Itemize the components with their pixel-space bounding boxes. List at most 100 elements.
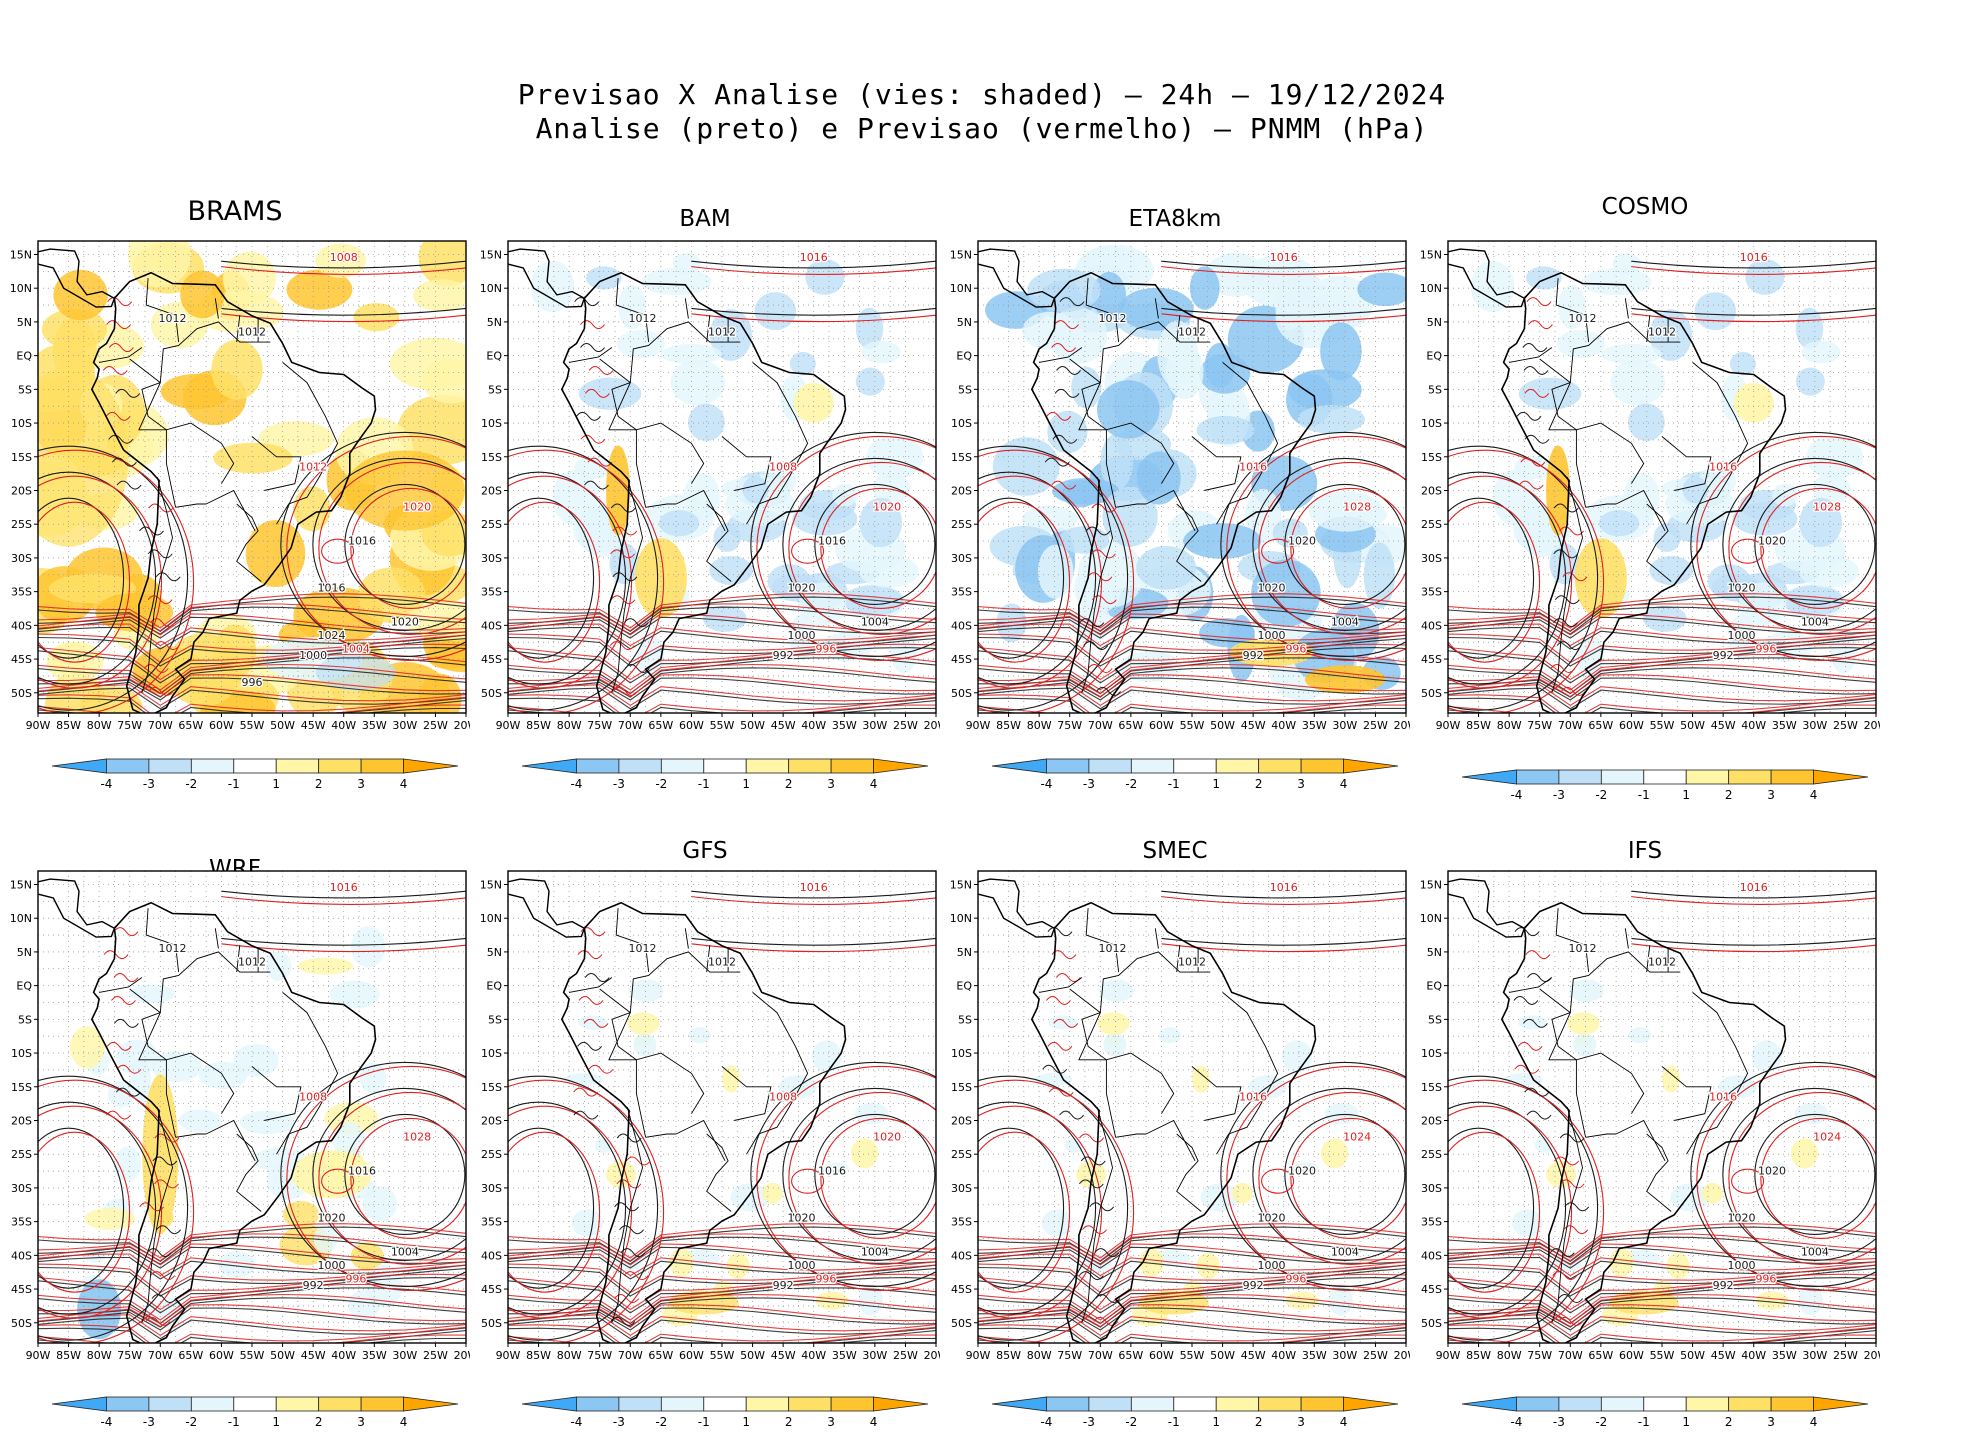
- analysis-isobar: [1284, 483, 1406, 605]
- bias-shading: [1021, 505, 1078, 533]
- lat-tick-label: EQ: [1426, 980, 1442, 993]
- colorbar-label: 4: [1810, 788, 1818, 802]
- andes-isobar: [1087, 572, 1113, 582]
- andes-isobar: [580, 343, 605, 353]
- lon-tick-label: 55W: [1180, 719, 1205, 732]
- lon-tick-label: 55W: [240, 1349, 265, 1362]
- colorbar-swatch: [1046, 758, 1090, 774]
- andes-isobar: [116, 1087, 141, 1097]
- lat-tick-label: 15N: [480, 248, 502, 261]
- lat-tick-label: 10N: [1420, 912, 1442, 925]
- bias-shading: [1099, 979, 1134, 1003]
- country-border: [1646, 1133, 1672, 1212]
- country-border: [1191, 1066, 1242, 1121]
- andes-isobar: [112, 457, 137, 467]
- forecast-isobar: [978, 1079, 1135, 1343]
- colorbar-label: -1: [1638, 788, 1650, 802]
- forecast-isobar: [978, 653, 1406, 691]
- lon-tick-label: 45W: [1241, 1349, 1266, 1362]
- andes-isobar: [113, 927, 139, 937]
- forecast-isobar: [978, 1263, 1406, 1294]
- colorbar-swatch: [830, 1396, 874, 1412]
- andes-isobar: [1085, 526, 1111, 536]
- analysis-isobar: [1690, 1061, 1876, 1287]
- country-border: [645, 1133, 677, 1138]
- andes-isobar: [610, 595, 636, 605]
- lon-tick-label: 75W: [587, 1349, 612, 1362]
- lon-tick-label: 65W: [1588, 719, 1613, 732]
- lat-tick-label: 5N: [17, 316, 32, 329]
- forecast-isobar: [1448, 1304, 1876, 1328]
- bias-shading: [859, 554, 919, 588]
- forecast-isobar: [978, 475, 1103, 689]
- analysis-isobar: [508, 1337, 936, 1343]
- lat-tick-label: 25S: [11, 1148, 32, 1161]
- andes-isobar: [1564, 1202, 1590, 1212]
- colorbar-label: 3: [1767, 1415, 1775, 1429]
- forecast-isobar: [1448, 653, 1876, 691]
- lat-tick-label: 20S: [1421, 484, 1442, 497]
- country-border: [746, 992, 809, 1155]
- colorbar-swatch: [1130, 758, 1175, 774]
- analysis-isobar: [978, 445, 1129, 711]
- lon-tick-label: 55W: [1650, 1349, 1675, 1362]
- analysis-isobar: [38, 707, 466, 713]
- andes-isobar: [610, 1316, 636, 1326]
- lat-tick-label: 45S: [1421, 653, 1442, 666]
- andes-isobar: [1516, 411, 1542, 421]
- coastline: [1030, 271, 1317, 713]
- forecast-isobar: [508, 653, 936, 691]
- lon-tick-label: 70W: [1088, 719, 1113, 732]
- lon-tick-label: 80W: [557, 719, 582, 732]
- lon-tick-label: 90W: [26, 1349, 51, 1362]
- colorbar-swatch: [1088, 758, 1132, 774]
- lat-tick-label: 15N: [480, 878, 502, 891]
- figure-title-line1: Previsao X Analise (vies: shaded) – 24h …: [517, 78, 1447, 111]
- analysis-isobar: [978, 1226, 1406, 1262]
- forecast-isobar: [1760, 487, 1876, 609]
- forecast-isobar: [38, 643, 466, 681]
- colorbar-label: -4: [100, 1415, 112, 1429]
- lat-tick-label: 15N: [10, 248, 32, 261]
- isobar-label: 1028: [1813, 501, 1841, 514]
- bias-shading: [1755, 1291, 1789, 1310]
- bias-shading: [687, 403, 725, 442]
- lat-tick-label: 10N: [10, 282, 32, 295]
- andes-isobar: [584, 480, 609, 490]
- lon-tick-label: 70W: [1558, 719, 1583, 732]
- colorbar-label: -3: [613, 777, 625, 791]
- forecast-isobar: [38, 694, 466, 713]
- forecast-isobar: [1448, 1283, 1876, 1321]
- lon-tick-label: 75W: [117, 719, 142, 732]
- forecast-isobar: [1448, 684, 1876, 706]
- andes-isobar: [1051, 480, 1077, 490]
- bias-shading: [586, 266, 622, 290]
- lat-tick-label: 10S: [481, 417, 502, 430]
- lat-tick-label: 10N: [950, 912, 972, 925]
- lon-tick-label: 40W: [1271, 1349, 1296, 1362]
- bias-shading: [397, 394, 466, 465]
- forecast-isobar: [820, 1117, 936, 1239]
- lon-tick-label: 30W: [392, 719, 417, 732]
- forecast-isobar: [350, 487, 466, 609]
- andes-isobar: [1523, 365, 1549, 375]
- lat-tick-label: EQ: [486, 350, 502, 363]
- analysis-isobar: [782, 1087, 936, 1261]
- andes-isobar: [1553, 618, 1578, 628]
- country-border: [1069, 988, 1117, 1138]
- isobar-label: 1020: [787, 582, 815, 595]
- isobar-label: 1012: [299, 460, 327, 473]
- forecast-isobar: [1448, 1079, 1605, 1343]
- bias-shading: [1798, 1283, 1823, 1316]
- country-border: [611, 476, 643, 693]
- lat-tick-label: EQ: [956, 980, 972, 993]
- andes-isobar: [1523, 1018, 1548, 1028]
- bias-shading: [1304, 665, 1385, 694]
- isobar-label: 1016: [1270, 881, 1298, 894]
- lat-tick-label: 5S: [1428, 1013, 1442, 1026]
- lat-tick-label: 30S: [951, 1182, 972, 1195]
- country-border: [1551, 951, 1681, 1114]
- lat-tick-label: 5S: [18, 1013, 32, 1026]
